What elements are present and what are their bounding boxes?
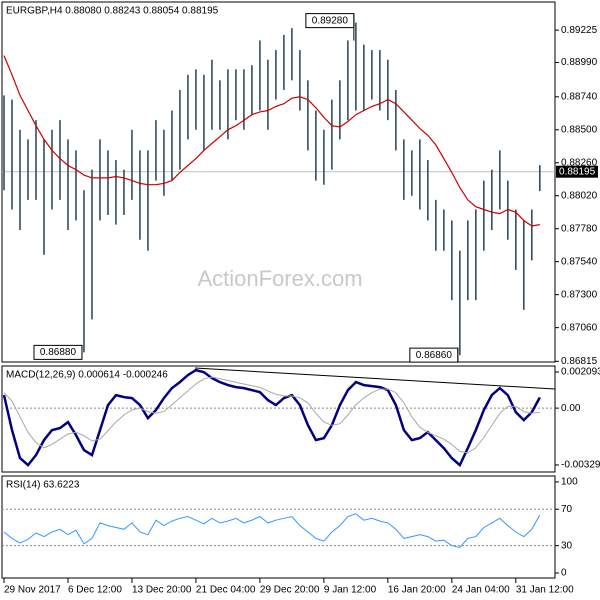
x-tick-label: 13 Dec 20:00 — [132, 585, 192, 596]
rsi-panel — [1, 475, 556, 579]
watermark: ActionForex.com — [197, 266, 362, 291]
macd-panel — [1, 365, 556, 473]
y-tick-label: -0.003292 — [561, 460, 600, 471]
x-tick-label: 24 Jan 04:00 — [452, 585, 510, 596]
y-tick-label: 0.89225 — [561, 25, 598, 36]
panel-title: EURGBP,H4 0.88080 0.88243 0.88054 0.8819… — [6, 6, 219, 17]
y-tick-label: 0.88500 — [561, 124, 598, 135]
annotation-label: 0.86860 — [416, 350, 453, 361]
y-tick-label: 0.88740 — [561, 91, 598, 102]
y-tick-label: 0.00 — [561, 403, 581, 414]
y-tick-label: 0.88260 — [561, 157, 598, 168]
y-tick-label: 0.002093 — [561, 367, 600, 378]
x-tick-label: 6 Dec 12:00 — [68, 585, 122, 596]
x-tick-label: 29 Dec 20:00 — [260, 585, 320, 596]
price-panel — [1, 1, 556, 363]
x-tick-label: 29 Nov 2017 — [4, 585, 61, 596]
y-tick-label: 70 — [561, 504, 573, 515]
x-tick-label: 9 Jan 12:00 — [324, 585, 377, 596]
y-tick-label: 0 — [561, 568, 567, 579]
y-tick-label: 0.87540 — [561, 256, 598, 267]
y-tick-label: 30 — [561, 540, 573, 551]
indicator-line — [3, 513, 541, 549]
indicator-line — [3, 376, 540, 454]
y-tick-label: 0.88990 — [561, 57, 598, 68]
y-tick-label: 100 — [561, 477, 578, 488]
panel-title: RSI(14) 63.6223 — [6, 480, 80, 491]
y-tick-label: 0.87300 — [561, 289, 598, 300]
panel-title: MACD(12,26,9) 0.000614 -0.000246 — [6, 370, 168, 381]
trend-line — [194, 367, 556, 390]
last-price-label: 0.88195 — [559, 166, 596, 177]
y-tick-label: 0.86815 — [561, 356, 598, 367]
x-tick-label: 16 Jan 20:00 — [388, 585, 446, 596]
annotation-label: 0.86880 — [40, 347, 77, 358]
last-price-box — [556, 165, 598, 178]
y-tick-label: 0.87060 — [561, 322, 598, 333]
x-tick-label: 21 Dec 04:00 — [196, 585, 256, 596]
indicator-line — [3, 55, 540, 227]
annotation-label: 0.89280 — [312, 15, 349, 26]
x-tick-label: 31 Jan 12:00 — [516, 585, 574, 596]
y-tick-label: 0.88020 — [561, 190, 598, 201]
y-tick-label: 0.87780 — [561, 223, 598, 234]
indicator-line — [2, 368, 541, 468]
